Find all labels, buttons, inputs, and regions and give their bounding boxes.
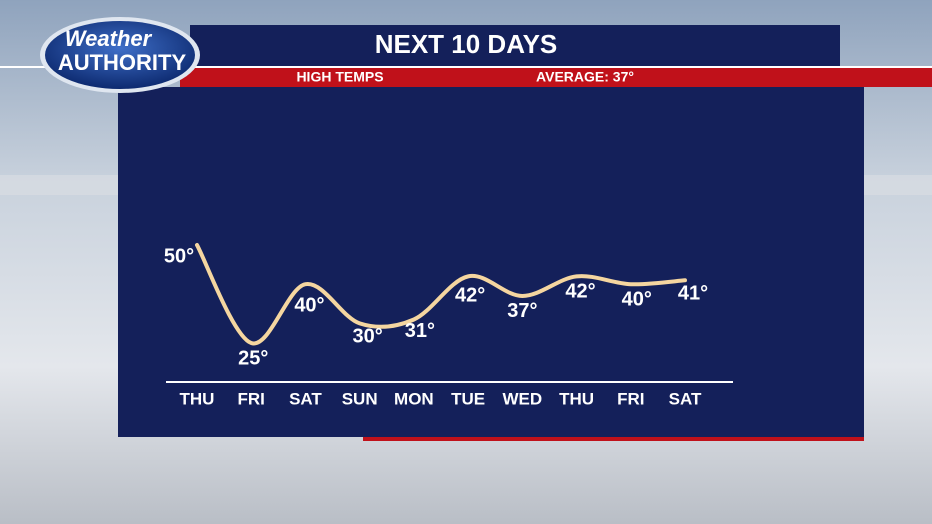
value-label: 30° xyxy=(353,326,383,348)
x-tick-label: SAT xyxy=(669,389,702,408)
x-tick-label: FRI xyxy=(238,389,265,408)
value-label: 31° xyxy=(405,320,435,342)
value-label: 25° xyxy=(238,347,268,369)
x-tick-label: TUE xyxy=(451,389,485,408)
subtitle-bar xyxy=(180,68,932,87)
x-tick-label: THU xyxy=(559,389,594,408)
x-tick-label: MON xyxy=(394,389,434,408)
x-tick-label: THU xyxy=(180,389,215,408)
line xyxy=(195,243,687,346)
value-label: 42° xyxy=(455,285,485,307)
panel xyxy=(118,87,864,437)
chart-title: NEXT 10 DAYS xyxy=(375,29,558,59)
logo-text: AUTHORITY xyxy=(58,50,187,75)
x-tick-label: SUN xyxy=(342,389,378,408)
bottom-stripe xyxy=(363,437,864,441)
rule xyxy=(0,66,932,68)
annotation: AVERAGE: 37° xyxy=(536,69,634,85)
x-tick-label: SAT xyxy=(289,389,322,408)
value-label: 50° xyxy=(164,245,194,267)
value-label: 41° xyxy=(678,283,708,305)
chart-subtitle: HIGH TEMPS xyxy=(296,69,383,85)
value-label: 37° xyxy=(507,300,537,322)
value-label: 42° xyxy=(565,281,595,303)
x-tick-label: FRI xyxy=(617,389,644,408)
value-label: 40° xyxy=(294,294,324,316)
value-label: 40° xyxy=(622,288,652,310)
x-tick-label: WED xyxy=(502,389,542,408)
logo xyxy=(45,21,195,89)
logo-text: Weather xyxy=(65,26,153,51)
title-bar xyxy=(190,25,840,67)
